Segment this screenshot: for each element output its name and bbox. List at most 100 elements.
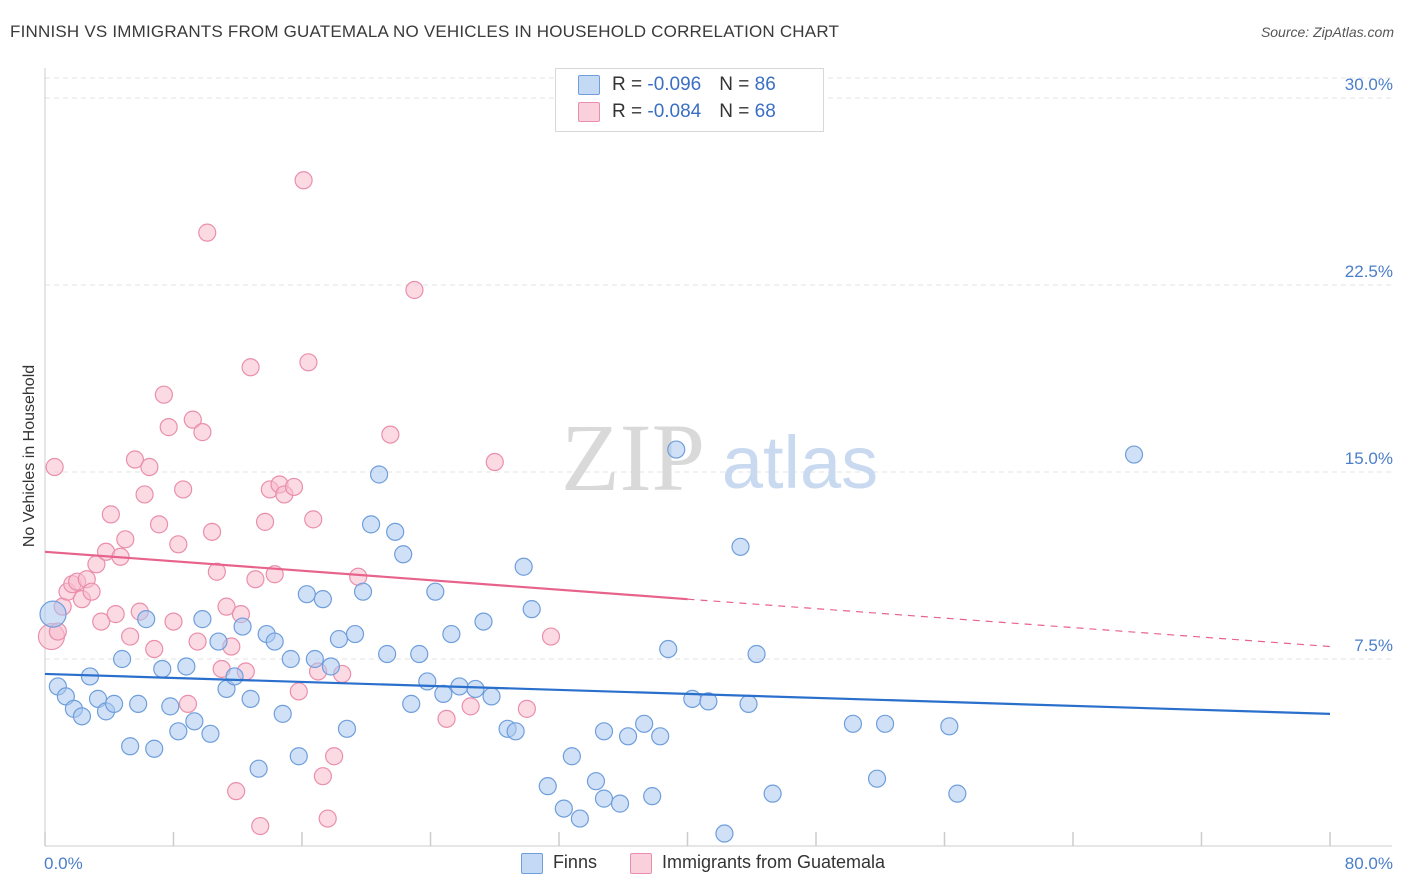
guatemala-point xyxy=(251,816,270,836)
finns-point xyxy=(209,632,228,651)
finns-point xyxy=(112,649,132,669)
guatemala-point xyxy=(135,485,154,504)
finns-point xyxy=(843,714,863,733)
watermark-zip: ZIP xyxy=(561,404,705,511)
finns-point xyxy=(361,515,381,534)
finns-point xyxy=(731,537,750,556)
guatemala-point xyxy=(169,535,188,554)
guatemala-point xyxy=(198,223,217,242)
finns-point xyxy=(249,759,268,778)
legend-n-label: N = xyxy=(719,101,755,122)
finns-point xyxy=(72,707,92,726)
legend-r-value-finns: -0.096 xyxy=(647,74,702,95)
finns-point xyxy=(265,632,284,651)
finns-point xyxy=(747,644,766,664)
finns-point xyxy=(522,600,541,619)
guatemala-point xyxy=(217,597,236,616)
x-tick-label-max: 80.0% xyxy=(1345,854,1393,873)
guatemala-point xyxy=(183,410,202,429)
finns-point xyxy=(659,639,678,659)
finns-point xyxy=(586,772,606,791)
finns-point xyxy=(225,667,244,686)
finns-point xyxy=(233,617,252,636)
finns-point xyxy=(875,714,895,733)
finns-point xyxy=(562,747,581,766)
finns-point xyxy=(281,649,300,669)
finns-point xyxy=(570,809,589,828)
finns-point xyxy=(145,739,164,758)
legend-n-value-guatemala: 68 xyxy=(754,101,776,122)
trend-lines xyxy=(44,550,1331,715)
finns-point xyxy=(610,794,630,813)
guatemala-point xyxy=(116,530,135,549)
series-swatch-guatemala xyxy=(629,852,652,874)
finns-point xyxy=(739,694,758,713)
series-legend-guatemala[interactable]: Immigrants from Guatemala xyxy=(629,852,885,874)
guatemala-point xyxy=(178,694,198,713)
finns-point xyxy=(474,612,493,631)
finns-point xyxy=(104,694,124,713)
legend-row-guatemala: R = -0.084 N = 68 xyxy=(578,101,776,127)
finns-point xyxy=(514,557,533,576)
finns-point xyxy=(370,465,389,484)
guatemala-trend-extension xyxy=(687,598,1331,648)
guatemala-point xyxy=(289,682,308,701)
watermark-atlas: atlas xyxy=(722,421,878,504)
finns-point xyxy=(241,689,260,708)
guatemala-point xyxy=(246,570,265,589)
finns-point xyxy=(329,629,349,649)
guatemala-point xyxy=(159,418,178,437)
series-swatch-finns xyxy=(520,852,543,874)
finns-point xyxy=(466,679,485,699)
finns-point xyxy=(538,777,557,796)
guatemala-point xyxy=(106,605,125,624)
guatemala-point xyxy=(485,452,504,472)
finns-point xyxy=(635,714,654,733)
finns-point xyxy=(618,727,638,746)
finns-point xyxy=(506,722,525,741)
finns-point xyxy=(321,657,341,676)
finns-point xyxy=(337,719,357,738)
guatemala-point xyxy=(45,457,64,477)
finns-point xyxy=(289,747,308,766)
finns-point xyxy=(594,722,614,741)
finns-point xyxy=(410,644,429,664)
finns-point xyxy=(940,717,959,736)
finns-point xyxy=(273,704,292,723)
guatemala-point xyxy=(437,709,456,728)
series-legend-finns[interactable]: Finns xyxy=(520,852,597,874)
tick-labels: 7.5% 15.0% 22.5% 30.0% 0.0% 80.0% xyxy=(44,75,1393,873)
guatemala-point xyxy=(92,612,111,631)
guatemala-point xyxy=(517,699,536,718)
y-tick-label: 22.5% xyxy=(1345,262,1393,281)
finns-point xyxy=(121,737,140,756)
legend-row-finns: R = -0.096 N = 86 xyxy=(578,74,776,100)
guatemala-point xyxy=(299,353,318,372)
finns-point xyxy=(177,657,196,676)
finns-point xyxy=(161,697,180,716)
legend-r-label: R = xyxy=(612,101,648,122)
series-label-finns: Finns xyxy=(552,852,597,872)
finns-point xyxy=(554,799,573,818)
finns-point xyxy=(153,659,172,679)
finns-point xyxy=(402,694,421,713)
guatemala-point xyxy=(149,515,169,534)
guatemala-point xyxy=(174,480,193,499)
finns-point xyxy=(1124,445,1144,464)
finns-point xyxy=(353,582,373,601)
finns-trend-line xyxy=(44,672,1331,715)
finns-point xyxy=(378,644,397,664)
guatemala-point xyxy=(381,425,400,444)
finns-point xyxy=(426,582,445,601)
y-tick-label: 30.0% xyxy=(1345,75,1393,94)
correlation-legend: R = -0.096 N = 86 R = -0.084 N = 68 xyxy=(555,68,824,132)
x-tick-label-min: 0.0% xyxy=(44,854,83,873)
guatemala-trend-line xyxy=(44,550,688,601)
guatemala-point xyxy=(207,562,226,581)
finns-point xyxy=(715,824,734,843)
y-tick-label: 15.0% xyxy=(1345,449,1393,468)
finns-point xyxy=(313,590,332,609)
finns-point xyxy=(386,522,405,541)
finns-point xyxy=(129,694,148,713)
guatemala-point xyxy=(284,477,304,497)
